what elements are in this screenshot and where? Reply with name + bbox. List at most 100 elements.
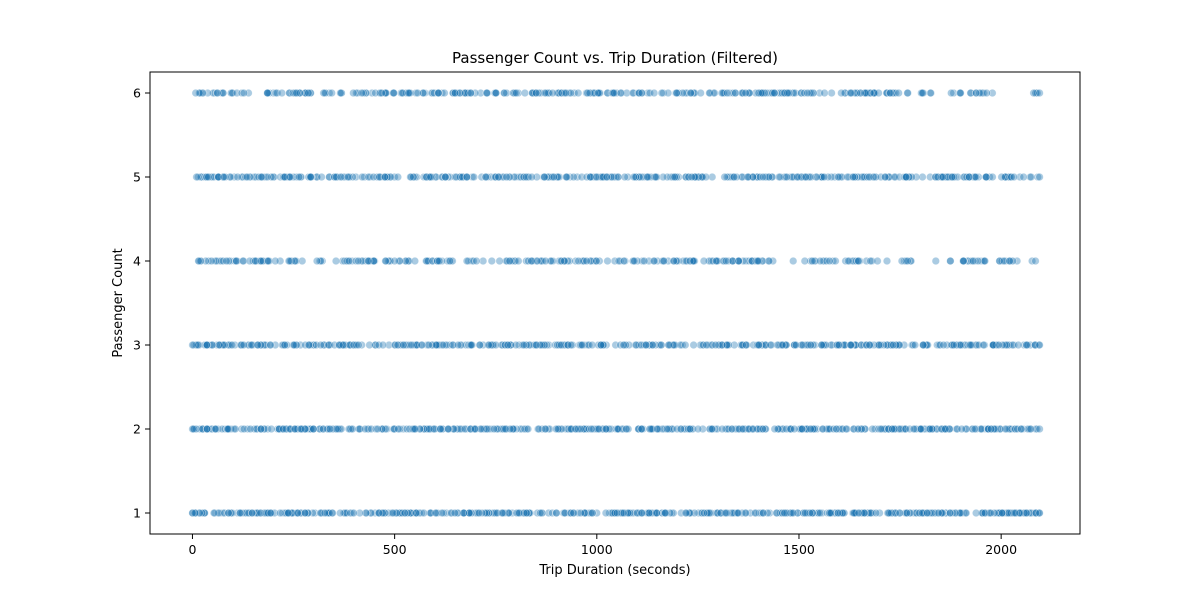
data-point <box>324 340 333 350</box>
data-point <box>389 88 398 98</box>
data-point <box>866 256 875 266</box>
data-point <box>431 340 441 350</box>
data-point <box>284 256 294 266</box>
data-point <box>348 424 357 434</box>
data-point <box>669 256 679 266</box>
data-point <box>394 424 403 434</box>
data-point <box>884 508 893 518</box>
data-point <box>1029 88 1038 98</box>
data-point <box>325 424 335 434</box>
data-point <box>710 88 719 98</box>
data-point <box>1008 340 1017 350</box>
data-point <box>551 424 561 434</box>
data-point <box>645 88 655 98</box>
data-point <box>448 256 457 266</box>
data-point <box>699 508 709 518</box>
data-point <box>637 340 646 350</box>
data-point <box>419 508 429 518</box>
data-point <box>519 172 528 182</box>
data-point <box>949 340 958 350</box>
data-point <box>975 88 984 98</box>
data-point <box>1027 256 1037 266</box>
data-point <box>203 340 212 350</box>
data-point <box>918 172 927 182</box>
data-point <box>266 508 275 518</box>
data-point <box>876 172 886 182</box>
data-point <box>290 340 299 350</box>
data-point <box>797 172 806 182</box>
data-point <box>236 508 245 518</box>
data-point <box>693 424 703 434</box>
data-point <box>888 88 897 98</box>
data-point <box>730 172 739 182</box>
data-point <box>500 88 509 98</box>
data-point <box>903 88 912 98</box>
data-point <box>986 424 996 434</box>
data-point <box>974 340 983 350</box>
data-point <box>774 172 784 182</box>
data-point <box>556 256 566 266</box>
data-point <box>198 88 207 98</box>
data-point <box>808 256 817 266</box>
data-point <box>359 88 368 98</box>
data-point <box>578 340 587 350</box>
data-point <box>413 88 422 98</box>
data-point <box>233 172 242 182</box>
data-point <box>561 88 571 98</box>
data-point <box>540 340 550 350</box>
data-point <box>484 340 493 350</box>
data-point <box>793 172 802 182</box>
data-point <box>727 424 737 434</box>
data-point <box>231 424 240 434</box>
data-point <box>676 424 686 434</box>
data-point <box>222 256 231 266</box>
data-point <box>532 340 541 350</box>
data-point <box>721 256 731 266</box>
data-point <box>1031 256 1040 266</box>
data-point <box>541 256 550 266</box>
data-point <box>613 424 622 434</box>
data-point <box>810 256 819 266</box>
data-point <box>902 508 912 518</box>
data-point <box>593 88 603 98</box>
data-point <box>689 340 698 350</box>
data-point <box>842 424 851 434</box>
data-point <box>644 256 654 266</box>
data-point <box>515 508 524 518</box>
data-point <box>939 340 948 350</box>
data-point <box>925 424 935 434</box>
data-point <box>699 256 709 266</box>
data-point <box>734 508 743 518</box>
data-point <box>853 424 862 434</box>
data-point <box>854 256 863 266</box>
data-point <box>1001 424 1010 434</box>
data-point <box>533 256 542 266</box>
data-point <box>467 340 476 350</box>
data-point <box>319 88 328 98</box>
data-point <box>426 172 435 182</box>
data-point <box>956 88 965 98</box>
data-point <box>753 172 762 182</box>
data-point <box>292 88 301 98</box>
data-point <box>607 172 616 182</box>
data-point <box>622 88 631 98</box>
data-point <box>445 256 454 266</box>
y-tick-label: 6 <box>133 86 141 101</box>
data-point <box>489 424 499 434</box>
data-point <box>596 340 606 350</box>
data-point <box>982 88 991 98</box>
data-point <box>610 88 619 98</box>
data-point <box>764 256 774 266</box>
data-point <box>619 340 628 350</box>
data-point <box>520 88 530 98</box>
data-point <box>450 88 460 98</box>
data-point <box>753 256 763 266</box>
data-point <box>530 340 539 350</box>
data-point <box>470 424 480 434</box>
data-point <box>503 340 512 350</box>
data-point <box>1022 508 1031 518</box>
data-point <box>680 88 690 98</box>
data-point <box>498 508 507 518</box>
data-point <box>410 424 419 434</box>
data-point <box>523 424 533 434</box>
